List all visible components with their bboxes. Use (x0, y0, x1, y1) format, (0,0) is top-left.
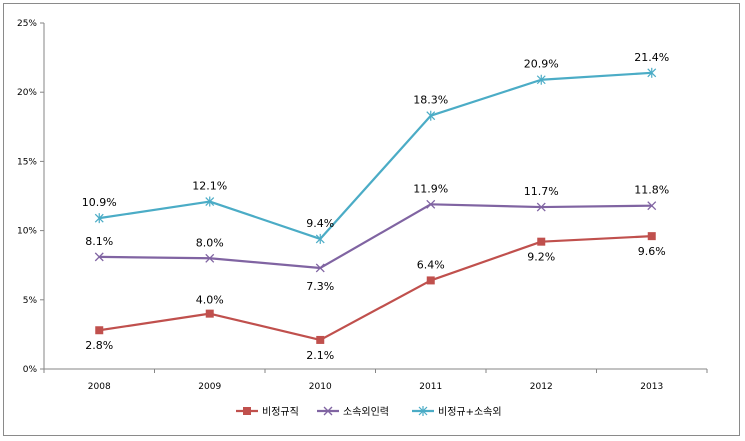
x-tick-label: 2013 (640, 382, 663, 392)
data-point (205, 309, 214, 318)
data-label: 8.1% (85, 235, 113, 248)
data-point (205, 196, 215, 207)
legend-marker (243, 407, 251, 415)
data-point (647, 232, 656, 241)
data-labels: 2.8% 4.0% 2.1% 6.4% 9.2% 9.6% 8.1% 8.0% 7.3% 11.9… (82, 51, 669, 362)
data-point (94, 213, 104, 224)
y-tick-label: 25% (17, 19, 37, 29)
data-label: 9.4% (306, 217, 334, 230)
data-point (315, 233, 325, 244)
legend-label: 소속외인력 (343, 406, 389, 418)
legend-item: 비정규+소속외 (412, 406, 502, 418)
data-point (536, 74, 546, 85)
data-point (315, 263, 325, 273)
data-label: 8.0% (196, 236, 224, 249)
y-tick-label: 5% (23, 296, 38, 306)
data-label: 4.0% (196, 294, 224, 307)
data-label: 6.4% (417, 258, 445, 271)
y-tick-label: 20% (17, 88, 37, 98)
data-point (316, 335, 325, 344)
data-label: 7.3% (306, 280, 334, 293)
data-label: 21.4% (634, 51, 669, 64)
y-tick-label: 0% (23, 365, 38, 375)
data-point (426, 110, 436, 121)
data-label: 2.8% (85, 339, 113, 352)
series-line (99, 235, 652, 342)
data-point (94, 252, 104, 262)
series-line (99, 203, 652, 270)
data-label: 11.8% (634, 184, 669, 197)
data-point (95, 326, 104, 335)
data-label: 9.2% (527, 251, 555, 264)
data-label: 2.1% (306, 349, 334, 362)
data-label: 11.9% (413, 182, 448, 195)
data-label: 12.1% (192, 180, 227, 193)
data-point (647, 67, 657, 78)
data-point (537, 237, 546, 246)
x-tick-label: 2008 (88, 382, 111, 392)
data-point (426, 276, 435, 285)
legend-marker (418, 406, 428, 416)
data-label: 18.3% (413, 94, 448, 107)
y-tick-label: 10% (17, 227, 37, 237)
series-1 (94, 199, 657, 273)
x-axis-ticks: 2008 2009 2010 2011 2012 2013 (43, 369, 708, 392)
y-tick-label: 15% (17, 157, 37, 167)
legend-item: 비정규직 (236, 406, 299, 418)
x-tick-label: 2012 (530, 382, 553, 392)
data-label: 11.7% (524, 185, 559, 198)
data-point (426, 199, 436, 209)
legend-label: 비정규+소속외 (438, 406, 502, 418)
x-tick-label: 2011 (419, 382, 442, 392)
data-point (205, 253, 215, 263)
data-label: 9.6% (638, 245, 666, 258)
data-point (647, 201, 657, 211)
series-2 (94, 67, 657, 244)
x-tick-label: 2010 (309, 382, 332, 392)
x-tick-label: 2009 (198, 382, 221, 392)
legend: 비정규직 소속외인력 비정규+소속외 (236, 406, 502, 418)
legend-label: 비정규직 (262, 406, 299, 418)
series-line (99, 71, 652, 241)
series-layer (94, 67, 657, 344)
data-point (536, 202, 546, 212)
legend-marker (323, 406, 333, 416)
y-axis-ticks: 0% 5% 10% 15% 20% 25% (17, 19, 44, 375)
data-label: 20.9% (524, 58, 559, 71)
series-0 (95, 232, 656, 344)
data-label: 10.9% (82, 196, 117, 209)
legend-item: 소속외인력 (317, 406, 389, 418)
